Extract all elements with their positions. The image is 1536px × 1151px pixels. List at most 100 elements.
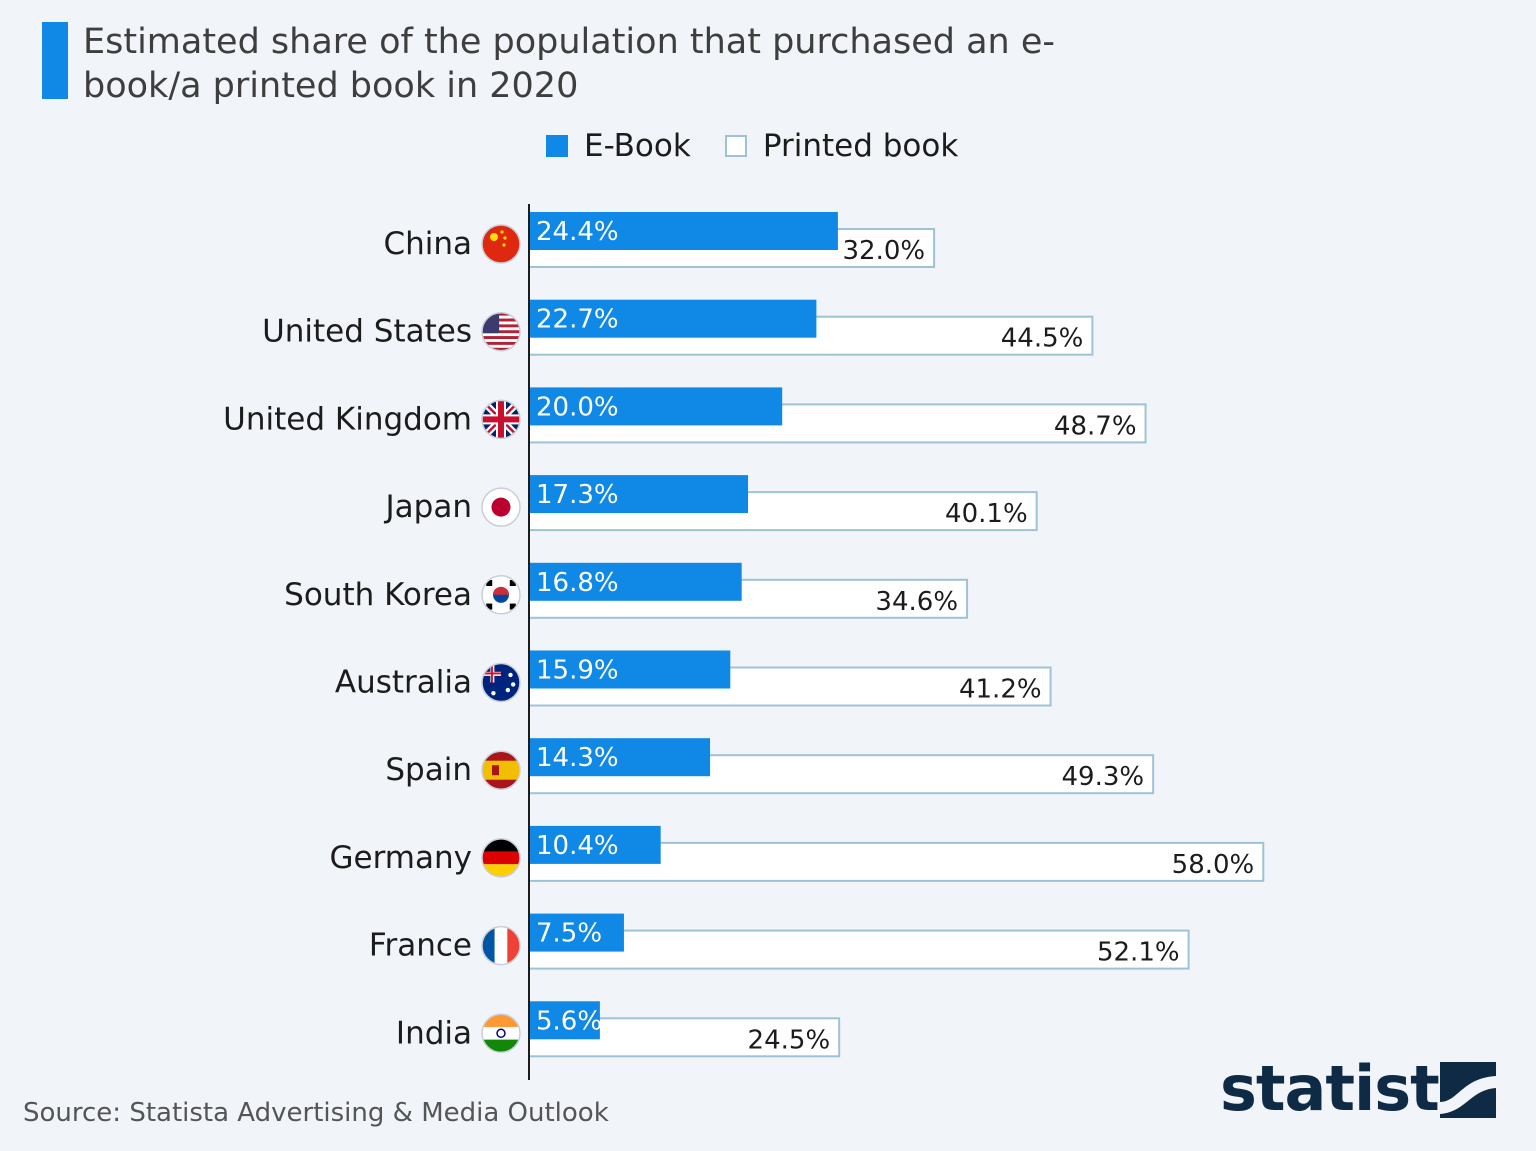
flag-emblem: [492, 765, 499, 776]
label-printed-china: 32.0%: [843, 236, 926, 266]
flag-australia-icon: [482, 663, 520, 702]
flag-stripe: [482, 336, 520, 340]
bar-ebook-france: [529, 913, 624, 952]
bar-ebook-united-kingdom: [529, 387, 783, 426]
flag-cross-red: [482, 672, 501, 675]
legend-label-ebook: E-Book: [584, 128, 691, 164]
flag-band: [482, 851, 520, 865]
label-ebook-china: 24.4%: [536, 217, 619, 247]
flag-star: [500, 230, 504, 234]
flag-outline: [481, 575, 521, 615]
label-printed-france: 52.1%: [1097, 938, 1180, 968]
flag-taeguk-red: [493, 586, 509, 595]
flag-stripe: [482, 318, 520, 322]
legend-swatch-printed: [724, 135, 747, 157]
row-australia: 15.9% 41.2% Australia: [335, 650, 1052, 707]
flag-outline: [481, 750, 521, 790]
source-note: Source: Statista Advertising & Media Out…: [23, 1098, 609, 1128]
flag-spain-icon: [482, 751, 520, 790]
label-printed-japan: 40.1%: [945, 499, 1028, 529]
label-ebook-germany: 10.4%: [536, 831, 619, 861]
label-printed-spain: 49.3%: [1062, 762, 1145, 792]
label-ebook-france: 7.5%: [536, 919, 602, 949]
flag-trigram: [486, 603, 493, 610]
bar-ebook-japan: [529, 475, 749, 514]
category-label-united-kingdom: United Kingdom: [223, 401, 472, 437]
category-label-china: China: [383, 226, 472, 262]
label-printed-south-korea: 34.6%: [875, 587, 958, 617]
flag-stripe: [482, 341, 520, 345]
legend-swatch-ebook: [546, 135, 568, 157]
chart-title: Estimated share of the population that p…: [83, 22, 1056, 106]
flag-outline: [481, 224, 521, 264]
flag-star: [510, 682, 516, 687]
flag-outline: [481, 487, 521, 527]
flag-stripe: [482, 330, 520, 334]
flag-cross-red: [482, 416, 520, 423]
row-united-states: 22.7% 44.5% United States: [262, 299, 1094, 356]
bar-ebook-spain: [529, 738, 711, 777]
bar-ebook-india: [529, 1001, 600, 1040]
flag-sun: [491, 497, 511, 517]
bar-printed-france: [528, 929, 1190, 970]
flag-outline: [481, 838, 521, 878]
row-china: 24.4% 32.0% China: [383, 212, 936, 268]
bar-ebook-australia: [529, 650, 731, 689]
flag-stripe: [482, 324, 520, 328]
flag-outline: [481, 311, 521, 352]
category-label-australia: Australia: [335, 665, 472, 701]
row-united-kingdom: 20.0% 48.7% United Kingdom: [223, 387, 1147, 444]
category-label-united-states: United States: [262, 314, 472, 350]
row-spain: 14.3% 49.3% Spain: [385, 738, 1155, 795]
statista-logo-text: statista: [1220, 1052, 1481, 1125]
label-ebook-spain: 14.3%: [536, 743, 619, 773]
category-label-japan: Japan: [384, 489, 472, 525]
row-india: 5.6% 24.5% India: [396, 1001, 841, 1058]
flag-trigram: [509, 603, 516, 610]
title-accent-bar: [42, 22, 68, 99]
label-printed-united-kingdom: 48.7%: [1054, 411, 1137, 441]
flag-band: [482, 1026, 520, 1040]
category-label-india: India: [396, 1015, 472, 1051]
flag-star: [490, 233, 498, 241]
flag-china-icon: [482, 225, 520, 263]
flag-chakra: [496, 1028, 506, 1039]
label-ebook-india: 5.6%: [536, 1006, 602, 1036]
label-ebook-japan: 17.3%: [536, 480, 619, 510]
bar-ebook-south-korea: [529, 562, 742, 601]
bar-ebook-united-states: [529, 299, 817, 338]
legend-item-printed: Printed book: [724, 128, 959, 164]
label-ebook-south-korea: 16.8%: [536, 568, 619, 598]
flag-band: [482, 760, 520, 780]
flag-japan-icon: [482, 488, 520, 527]
flag-trigram: [486, 580, 493, 587]
flag-outline: [481, 662, 521, 703]
category-label-france: France: [369, 928, 472, 964]
bar-ebook-china: [529, 212, 838, 250]
flag-star: [502, 243, 506, 247]
row-japan: 17.3% 40.1% Japan: [384, 475, 1038, 532]
flag-band: [494, 926, 508, 965]
label-printed-united-states: 44.5%: [1001, 324, 1084, 354]
flag-outline: [481, 925, 521, 966]
bar-ebook-germany: [529, 825, 661, 864]
legend-item-ebook: E-Book: [546, 128, 691, 164]
row-germany: 10.4% 58.0% Germany: [330, 825, 1265, 882]
flag-outline: [481, 1013, 521, 1054]
flag-trigram: [509, 580, 516, 587]
label-ebook-united-kingdom: 20.0%: [536, 392, 619, 422]
flag-united-kingdom-icon: [482, 400, 520, 439]
label-printed-india: 24.5%: [748, 1025, 831, 1055]
flag-outline: [481, 399, 521, 440]
flag-united-states-icon: [482, 312, 520, 351]
flag-star: [503, 236, 507, 240]
label-ebook-united-states: 22.7%: [536, 305, 619, 335]
flag-stripe: [482, 312, 520, 316]
row-south-korea: 16.8% 34.6% South Korea: [284, 562, 969, 619]
statista-logo[interactable]: statista: [1220, 1054, 1510, 1124]
label-printed-germany: 58.0%: [1172, 850, 1255, 880]
flag-stripe: [482, 347, 520, 351]
statista-logo-mark-icon: [1440, 1062, 1496, 1118]
legend-label-printed: Printed book: [762, 128, 959, 164]
